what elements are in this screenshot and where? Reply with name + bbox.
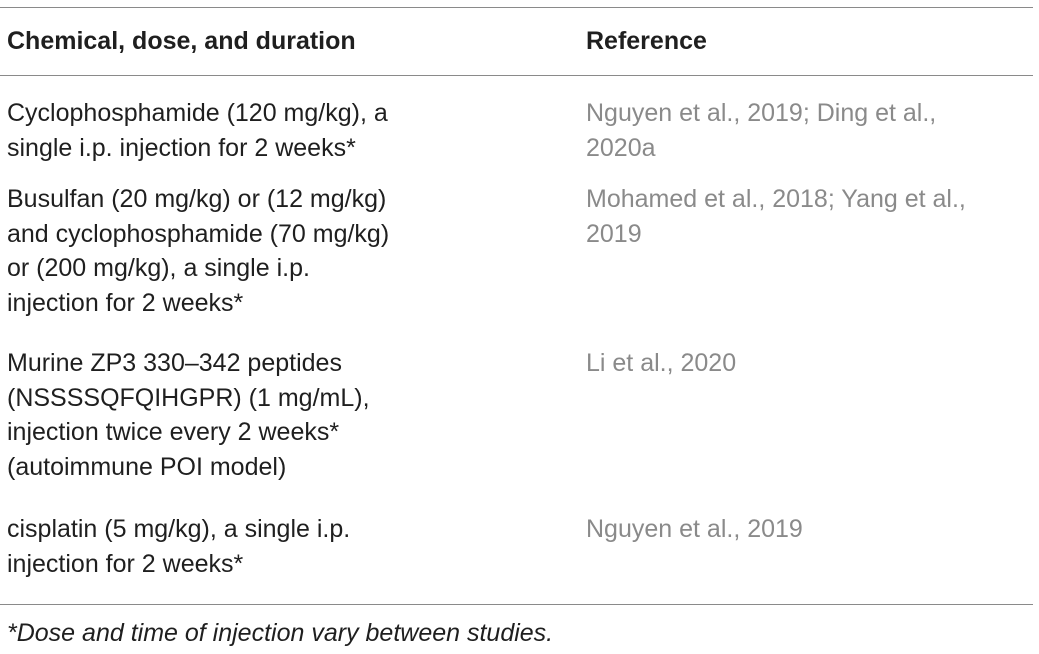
row-3-reference: Li et al., 2020: [586, 349, 737, 377]
row-4-reference: Nguyen et al., 2019: [586, 515, 803, 543]
row-4-chemical: cisplatin (5 mg/kg), a single i.p. injec…: [7, 515, 351, 578]
table-top-rule: [0, 7, 1033, 8]
row-3-chemical: Murine ZP3 330–342 peptides (NSSSSQFQIHG…: [7, 349, 370, 481]
header-reference: Reference: [586, 27, 707, 55]
row-1-reference: Nguyen et al., 2019; Ding et al., 2020a: [586, 99, 937, 162]
row-1-chemical: Cyclophosphamide (120 mg/kg), a single i…: [7, 99, 388, 162]
table-header-rule: [0, 75, 1033, 76]
row-2-chemical: Busulfan (20 mg/kg) or (12 mg/kg) and cy…: [7, 185, 390, 317]
table-footnote: *Dose and time of injection vary between…: [7, 619, 554, 647]
header-chemical: Chemical, dose, and duration: [7, 27, 356, 55]
row-2-reference: Mohamed et al., 2018; Yang et al., 2019: [586, 185, 966, 248]
table-bottom-rule: [0, 604, 1033, 605]
